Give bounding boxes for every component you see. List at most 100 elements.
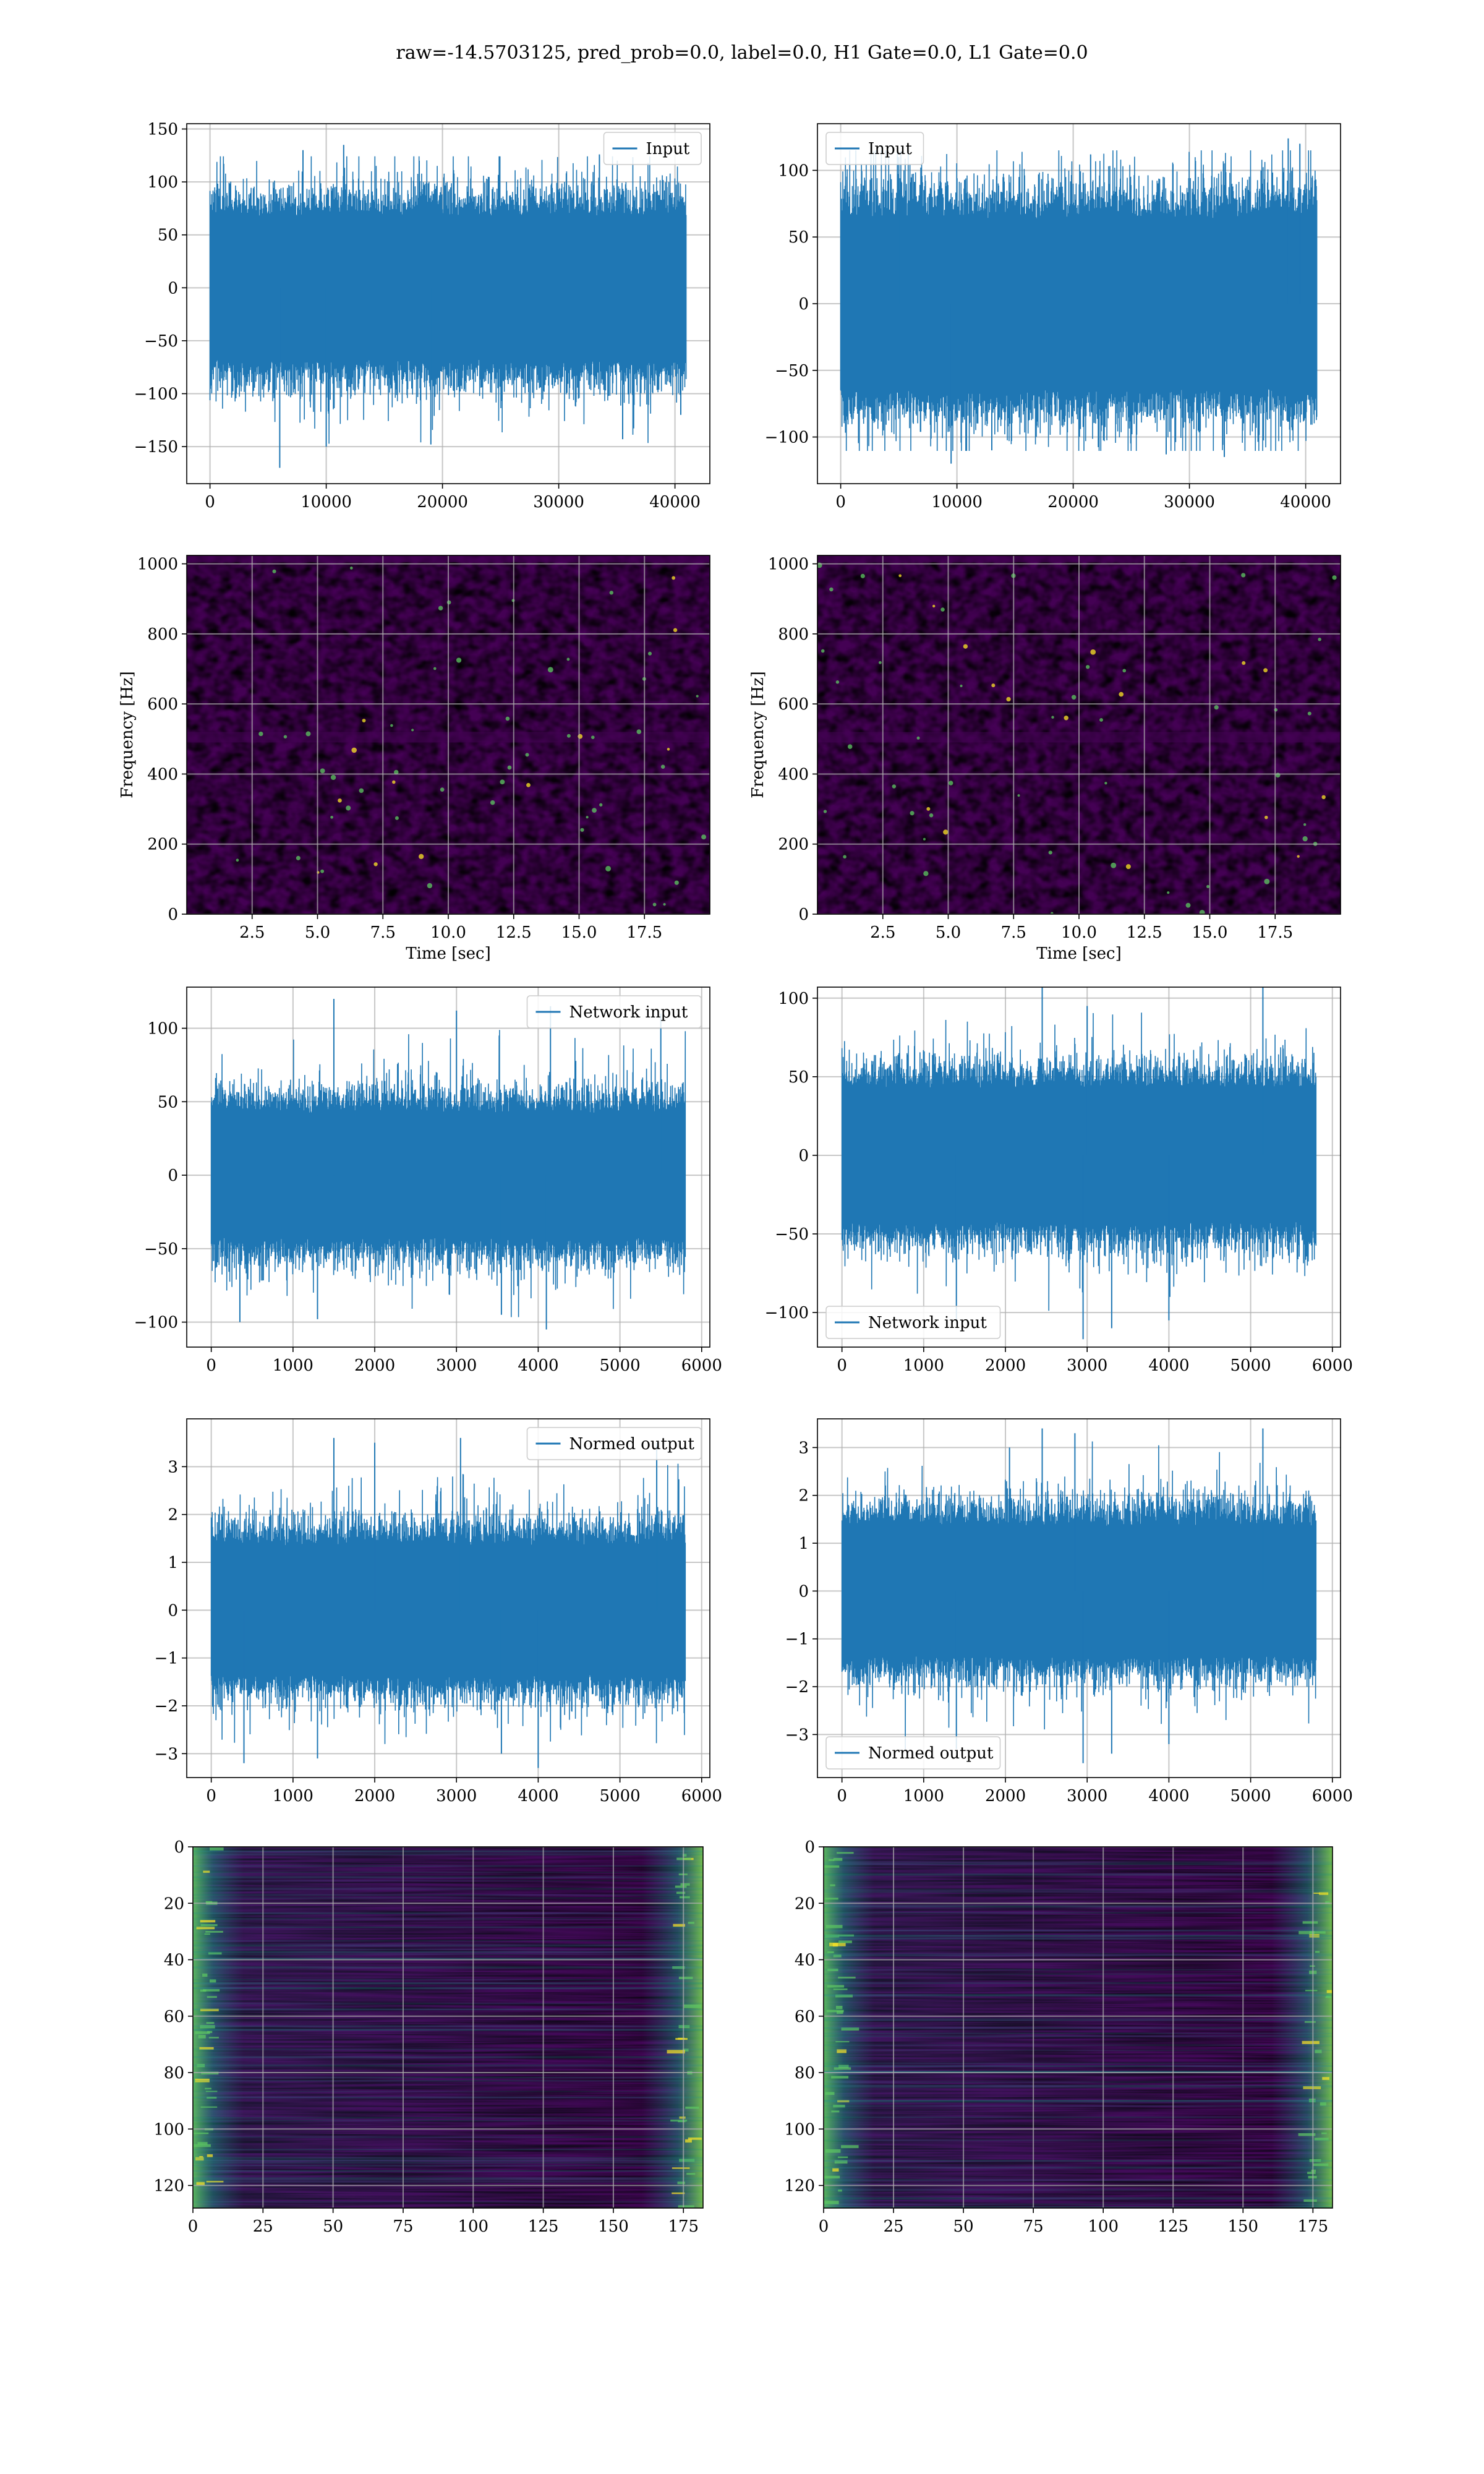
legend-label: Normed output xyxy=(868,1744,994,1763)
heatmap-speck xyxy=(652,902,657,907)
heatmap-streak xyxy=(682,1854,687,1857)
panel-p5: 0 1000 2000 3000 4000 5000 6000 −100 −50 0 50 100 Ne… xyxy=(134,987,722,1375)
x-tick-label: 3000 xyxy=(1067,1356,1107,1375)
y-tick-label: −50 xyxy=(775,1225,809,1244)
heatmap-streak xyxy=(193,2144,211,2147)
legend-p6: Network input xyxy=(825,1306,1001,1339)
heatmap-speck xyxy=(940,607,945,612)
y-tick-label: 100 xyxy=(153,2120,184,2139)
heatmap-row-line xyxy=(824,2166,1333,2169)
heatmap-row-line xyxy=(824,1929,1333,1932)
heatmap-speck xyxy=(390,724,393,727)
x-tick-label: 6000 xyxy=(1312,1356,1353,1375)
heatmap-row-line xyxy=(193,2117,703,2119)
heatmap-speck xyxy=(1048,850,1052,855)
heatmap-speck xyxy=(991,683,996,688)
heatmap-row-line xyxy=(824,2027,1333,2029)
heatmap-edge-glow xyxy=(824,1847,1333,2208)
heatmap-streak xyxy=(837,2100,850,2103)
heatmap-streak xyxy=(682,2048,689,2052)
heatmap-speck xyxy=(456,657,462,663)
heatmap-streak xyxy=(205,1930,223,1933)
heatmap-row-line xyxy=(193,1898,703,1899)
heatmap-speck xyxy=(1099,717,1103,722)
y-tick-label: 2 xyxy=(168,1506,178,1525)
x-tick-label: 150 xyxy=(1227,2217,1258,2236)
heatmap-streak xyxy=(1303,2199,1317,2202)
x-tick-label: 0 xyxy=(206,1787,216,1805)
heatmap-streak xyxy=(832,2168,839,2172)
x-tick-label: 12.5 xyxy=(1127,923,1162,942)
y-tick-label: 40 xyxy=(795,1951,815,1970)
series-line xyxy=(210,1463,686,1744)
panel-p1: 0 10000 20000 30000 40000 −150 −100 −50 0 50 100 15… xyxy=(134,121,710,511)
heatmap-streak xyxy=(678,2025,690,2029)
heatmap-streak xyxy=(1322,2077,1329,2080)
heatmap-speck xyxy=(505,716,510,721)
series-p5 xyxy=(210,999,686,1330)
series-line xyxy=(841,1441,1317,1750)
heatmap-row-line xyxy=(824,2044,1333,2046)
heatmap-streak xyxy=(831,2110,840,2113)
heatmap-speck xyxy=(1006,696,1011,702)
heatmap-speck xyxy=(349,567,353,570)
heatmap-row-line xyxy=(824,1935,1333,1937)
heatmap-streak xyxy=(834,2067,851,2070)
x-tick-label: 4000 xyxy=(1148,1787,1189,1805)
x-tick-label: 2000 xyxy=(354,1787,395,1805)
x-tick-label: 25 xyxy=(253,2217,273,2236)
x-tick-label: 17.5 xyxy=(1257,923,1293,942)
heatmap-edge-glow xyxy=(193,1847,703,2208)
heatmap-streak xyxy=(835,1994,853,1998)
heatmap-streak xyxy=(202,1973,208,1977)
heatmap-streak xyxy=(825,2092,835,2095)
legend-label: Input xyxy=(868,140,912,158)
heatmap-row-line xyxy=(193,2056,703,2058)
heatmap-streak xyxy=(207,2031,213,2033)
x-tick-label: 0 xyxy=(205,493,215,511)
heatmap-speck xyxy=(1064,716,1068,721)
heatmap-speck xyxy=(1122,669,1127,673)
heatmap-row-line xyxy=(193,1926,703,1928)
heatmap-speck xyxy=(411,729,414,732)
heatmap-row-line xyxy=(193,1940,703,1941)
heatmap-streak xyxy=(1313,2163,1329,2167)
heatmap-speck xyxy=(932,604,936,608)
heatmap-speck xyxy=(1206,884,1210,888)
legend-p1: Input xyxy=(603,132,702,165)
heatmap-speck xyxy=(419,854,424,859)
heatmap-row-line xyxy=(824,2081,1333,2083)
series-p6 xyxy=(841,987,1317,1340)
heatmap-row-line xyxy=(193,2091,703,2092)
heatmap-row-line xyxy=(193,1888,703,1890)
y-tick-label: −100 xyxy=(134,385,178,404)
heatmap-streak xyxy=(838,2065,849,2068)
x-tick-label: 30000 xyxy=(533,493,584,511)
heatmap-row-line xyxy=(193,2079,703,2082)
heatmap-speck xyxy=(1303,823,1307,826)
axes-frame xyxy=(186,123,710,484)
heatmap-streak xyxy=(203,1870,210,1873)
heatmap-speck xyxy=(667,748,670,751)
heatmap-row-line xyxy=(193,2029,703,2031)
heatmap-streak xyxy=(195,2078,210,2082)
panel-p8: 0 1000 2000 3000 4000 5000 6000 −3 −2 −1 0 1 2 3 Norme… xyxy=(785,1418,1353,1805)
x-tick-label: 2000 xyxy=(985,1356,1026,1375)
heatmap-streak xyxy=(200,2025,215,2029)
x-tick-label: 7.5 xyxy=(370,923,396,942)
x-tick-label: 75 xyxy=(393,2217,413,2236)
x-tick-label: 150 xyxy=(598,2217,629,2236)
x-tick-label: 50 xyxy=(323,2217,343,2236)
legend-box xyxy=(825,1736,1001,1770)
y-tick-label: −50 xyxy=(144,332,178,351)
heatmap-speck xyxy=(1119,691,1124,697)
heatmap-row-line xyxy=(824,2035,1333,2037)
heatmap-speck xyxy=(526,782,531,787)
y-tick-label: −100 xyxy=(765,1304,809,1322)
heatmap-speck xyxy=(320,869,325,873)
heatmap-row-line xyxy=(824,1973,1333,1975)
heatmap-speck xyxy=(823,810,827,813)
heatmap-streak xyxy=(206,2022,215,2024)
x-tick-label: 1000 xyxy=(273,1356,313,1375)
